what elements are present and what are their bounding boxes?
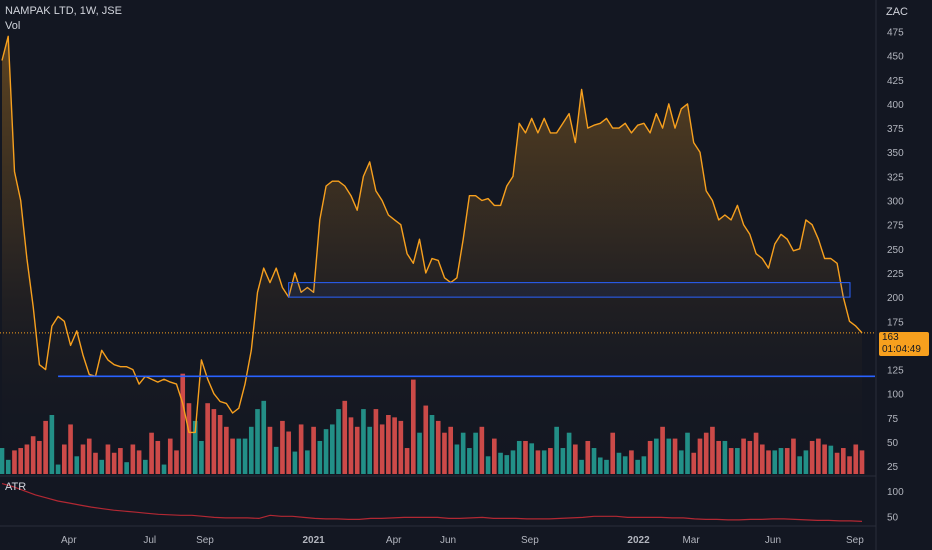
price-tick-label: 175 — [887, 317, 904, 328]
volume-label[interactable]: Vol — [5, 20, 21, 32]
last-price-tag: 163 01:04:49 — [879, 332, 929, 356]
time-axis[interactable]: Apr Jul Sep 2021 Apr Jun Sep 2022 Mar Jun Sep — [61, 535, 864, 546]
time-tick-label: Jun — [765, 535, 781, 546]
time-tick-label: Jun — [440, 535, 456, 546]
price-tick-label: 400 — [887, 100, 904, 111]
time-tick-label: Apr — [386, 535, 402, 546]
price-tick-label: 425 — [887, 76, 904, 87]
time-tick-label: 2021 — [302, 535, 325, 546]
atr-tick-label: 100 — [887, 487, 904, 498]
price-tick-label: 225 — [887, 269, 904, 280]
atr-tick-label: 50 — [887, 512, 899, 523]
price-tick-label: 125 — [887, 366, 904, 377]
price-tick-label: 450 — [887, 52, 904, 63]
price-tick-label: 75 — [887, 414, 899, 425]
symbol-title[interactable]: NAMPAK LTD, 1W, JSE — [5, 5, 122, 17]
price-tick-label: 300 — [887, 197, 904, 208]
price-tick-label: 100 — [887, 390, 904, 401]
currency-label: ZAC — [886, 6, 908, 18]
last-price-value: 163 — [882, 332, 899, 343]
price-area-fill — [2, 36, 862, 475]
price-tick-label: 50 — [887, 438, 899, 449]
price-tick-label: 200 — [887, 293, 904, 304]
price-tick-label: 475 — [887, 27, 904, 38]
price-tick-label: 275 — [887, 221, 904, 232]
price-tick-label: 350 — [887, 148, 904, 159]
price-tick-label: 375 — [887, 124, 904, 135]
price-tick-label: 250 — [887, 245, 904, 256]
price-tick-label: 325 — [887, 172, 904, 183]
atr-line — [1, 483, 863, 522]
time-tick-label: Sep — [846, 535, 864, 546]
time-tick-label: Mar — [682, 535, 700, 546]
atr-label[interactable]: ATR — [5, 481, 27, 493]
bar-countdown: 01:04:49 — [882, 344, 921, 355]
time-tick-label: Sep — [521, 535, 539, 546]
price-zone-rectangle[interactable] — [288, 282, 851, 298]
time-tick-label: 2022 — [627, 535, 650, 546]
time-tick-label: Jul — [143, 535, 156, 546]
time-tick-label: Sep — [196, 535, 214, 546]
price-tick-label: 25 — [887, 462, 899, 473]
time-tick-label: Apr — [61, 535, 77, 546]
atr-axis[interactable]: 50 100 — [887, 487, 904, 524]
